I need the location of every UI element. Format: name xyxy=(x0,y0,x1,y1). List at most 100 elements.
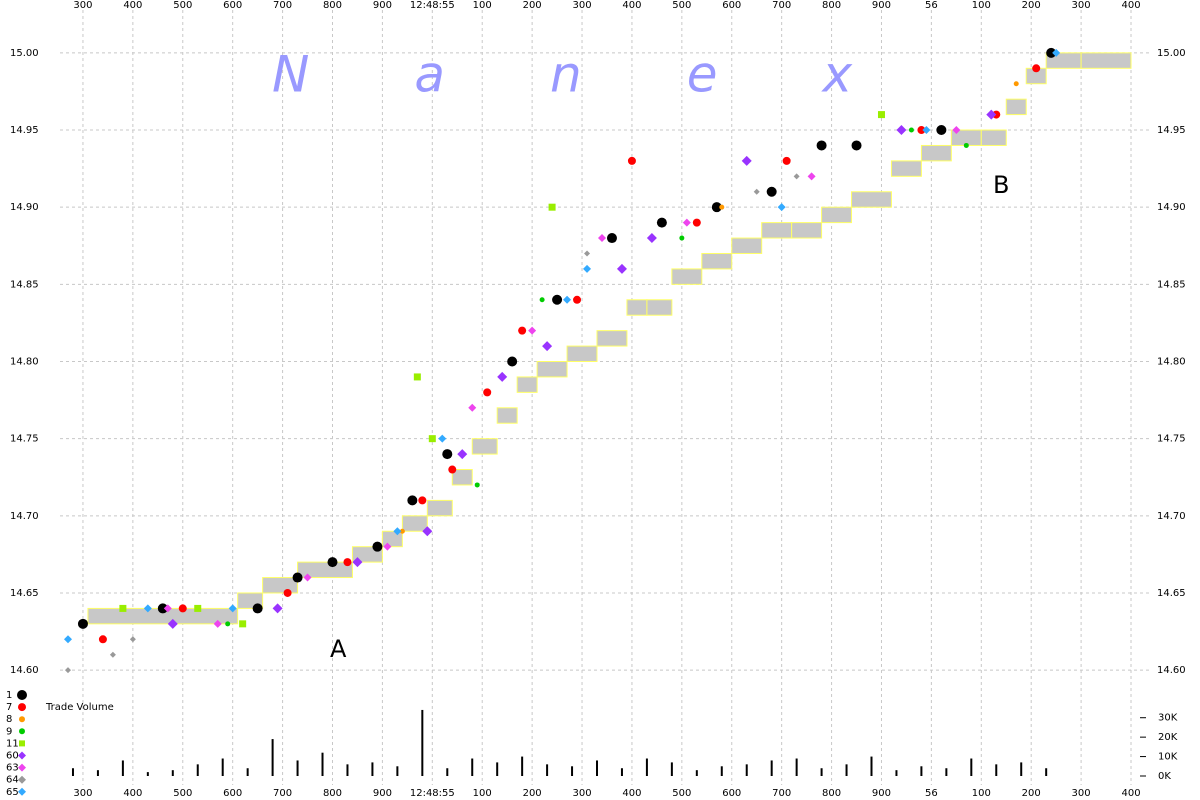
trade-point xyxy=(539,297,545,303)
legend-label: 9 xyxy=(6,726,12,737)
nbbo-band xyxy=(566,345,598,362)
volume-bar xyxy=(546,764,549,776)
trade-point xyxy=(163,604,172,613)
volume-bar xyxy=(296,760,299,776)
trade-point xyxy=(393,527,402,536)
legend-marker xyxy=(18,763,26,772)
trade-point xyxy=(851,140,862,151)
trade-point xyxy=(64,667,71,674)
x-tick-label: 56 xyxy=(925,0,938,11)
volume-bar xyxy=(795,758,798,776)
trade-point xyxy=(936,125,947,136)
trade-point xyxy=(448,465,457,474)
trade-point xyxy=(407,495,418,506)
nbbo-band xyxy=(401,515,428,532)
trade-point xyxy=(766,186,777,197)
trade-point xyxy=(1046,47,1057,58)
trade-point xyxy=(793,173,800,180)
trade-point xyxy=(952,126,961,135)
x-tick-label: 900 xyxy=(872,788,891,799)
trade-point xyxy=(143,604,152,613)
nbbo-band xyxy=(426,499,453,517)
nbbo-band xyxy=(761,222,793,239)
trade-point xyxy=(606,233,617,244)
y-tick-label: 14.85 xyxy=(10,279,39,290)
y-tick-label: 20K xyxy=(1158,732,1178,743)
x-tick-label: 600 xyxy=(223,0,242,11)
legend-label: 63 xyxy=(6,763,19,774)
nbbo-band xyxy=(980,129,1007,146)
trade-point xyxy=(98,635,107,644)
x-tick-label: 100 xyxy=(972,0,991,11)
volume-bar xyxy=(571,766,574,776)
x-tick-label: 700 xyxy=(772,0,791,11)
volume-bar xyxy=(995,764,998,776)
volume-bar xyxy=(446,768,449,776)
y-tick-label: 14.60 xyxy=(10,665,39,676)
trade-point xyxy=(228,604,237,613)
trade-point xyxy=(422,526,433,537)
legend-marker xyxy=(18,703,26,712)
y-tick-label: 10K xyxy=(1158,752,1178,763)
volume-bar xyxy=(1020,762,1023,776)
volume-bar xyxy=(371,762,374,776)
trade-point xyxy=(782,156,791,165)
volume-bar xyxy=(1045,768,1048,776)
y-tick-label: 30K xyxy=(1158,713,1178,724)
x-tick-label: 300 xyxy=(73,0,92,11)
x-tick-label: 400 xyxy=(622,788,641,799)
trade-point xyxy=(457,449,468,460)
trade-point xyxy=(963,142,969,148)
trade-point xyxy=(167,618,178,629)
y-tick-label: 14.65 xyxy=(1157,588,1186,599)
trade-point xyxy=(383,542,392,551)
trade-point xyxy=(239,620,247,628)
x-tick-label: 900 xyxy=(872,0,891,11)
nbbo-band xyxy=(1080,52,1132,69)
x-tick-label: 100 xyxy=(473,0,492,11)
volume-label: Trade Volume xyxy=(45,702,114,713)
nbbo-band xyxy=(596,330,628,347)
x-tick-label: 56 xyxy=(925,788,938,799)
nbbo-band xyxy=(791,222,823,239)
trade-point xyxy=(352,557,363,568)
nbbo-band xyxy=(821,206,853,224)
volume-bar xyxy=(171,770,174,776)
volume-bar xyxy=(196,764,199,776)
nbbo-band xyxy=(851,191,892,208)
trade-point xyxy=(119,604,127,612)
nbbo-band xyxy=(646,299,673,316)
x-tick-label: 800 xyxy=(822,0,841,11)
volume-bar xyxy=(645,758,648,776)
trade-point xyxy=(178,604,187,613)
trade-point xyxy=(225,621,231,627)
trade-point xyxy=(272,603,283,614)
trade-point xyxy=(563,295,572,304)
volume-bar xyxy=(421,709,424,776)
y-tick-label: 15.00 xyxy=(10,48,39,59)
volume-bar xyxy=(720,766,723,776)
trade-point xyxy=(507,356,518,367)
x-tick-label: 200 xyxy=(523,0,542,11)
y-tick-label: 14.85 xyxy=(1157,279,1186,290)
legend-label: 1 xyxy=(6,690,12,701)
legend-label: 64 xyxy=(6,775,19,786)
trade-point xyxy=(474,482,480,488)
y-tick-label: 14.80 xyxy=(1157,357,1186,368)
trade-point xyxy=(438,434,447,443)
x-tick-label: 100 xyxy=(473,788,492,799)
trade-point xyxy=(719,204,725,210)
legend-marker xyxy=(18,751,26,760)
trade-point xyxy=(518,326,527,335)
volume-bar xyxy=(920,766,923,776)
legend-marker xyxy=(17,690,27,700)
volume-bar xyxy=(146,772,149,776)
x-tick-label: 300 xyxy=(572,0,591,11)
trade-point xyxy=(252,603,263,614)
nbbo-band xyxy=(1005,98,1027,116)
trade-point xyxy=(292,572,303,583)
trade-point xyxy=(777,203,786,212)
trade-point xyxy=(372,541,383,552)
annotation: B xyxy=(993,171,1009,199)
nbbo-band xyxy=(671,268,703,285)
